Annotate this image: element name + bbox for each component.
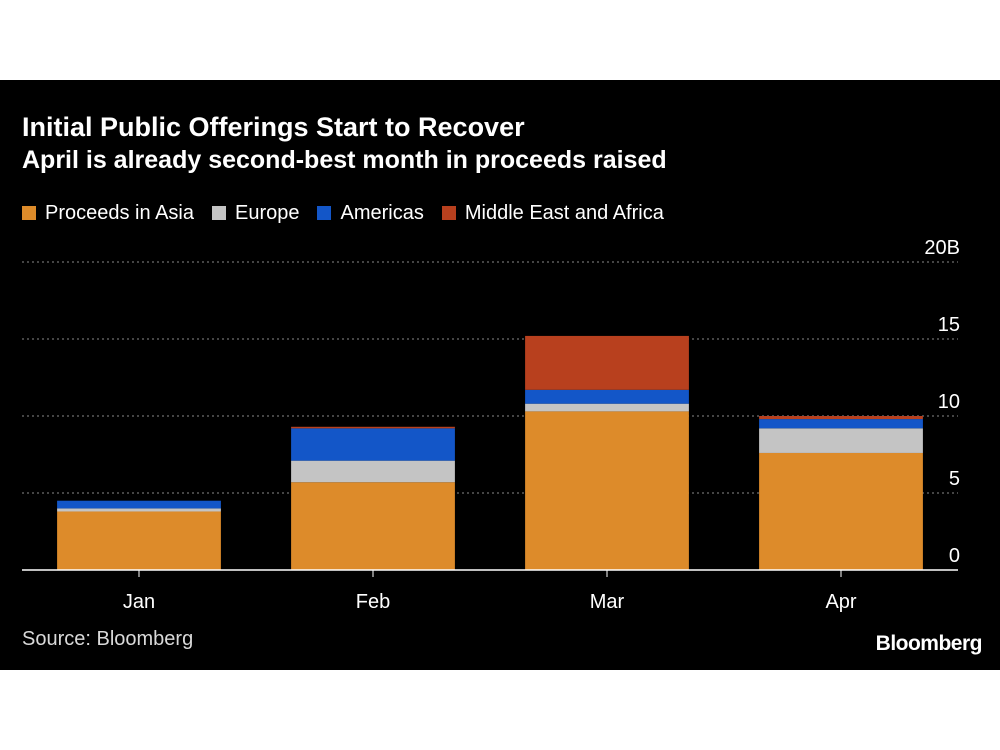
bar-segment (525, 411, 689, 570)
bar-segment (291, 428, 455, 461)
legend-swatch-asia (22, 206, 36, 220)
legend-swatch-europe (211, 206, 226, 220)
bar-segment (525, 403, 689, 412)
legend-swatch-americas (317, 206, 332, 220)
y-tick-label: 15 (938, 314, 960, 336)
bar-segment (525, 335, 689, 390)
bar-segment (57, 511, 221, 570)
legend-item-americas: Americas (317, 201, 424, 225)
bar-segment (759, 419, 923, 429)
x-tick-label: Feb (356, 591, 390, 613)
chart-title: Initial Public Offerings Start to Recove… (22, 112, 525, 142)
bar-segment (759, 416, 923, 420)
chart-subtitle: April is already second-best month in pr… (22, 146, 667, 174)
bar-segment (759, 452, 923, 570)
bar-segment (291, 460, 455, 483)
legend-label-americas: Americas (340, 201, 424, 224)
bloomberg-logo: Bloomberg (875, 632, 983, 655)
bar-segment (291, 482, 455, 570)
bar-segment (759, 428, 923, 453)
y-tick-label: 10 (938, 391, 960, 413)
legend-label-asia: Proceeds in Asia (45, 201, 194, 224)
chart-panel (0, 80, 1000, 670)
legend-label-mea: Middle East and Africa (464, 201, 664, 224)
x-tick-label: Mar (590, 591, 625, 613)
legend-label-europe: Europe (234, 201, 300, 224)
y-tick-label: 20B (924, 237, 960, 259)
x-tick-label: Apr (825, 591, 856, 613)
legend-swatch-mea (441, 206, 456, 220)
bar-segment (525, 389, 689, 404)
x-tick-label: Jan (123, 591, 155, 613)
bar-segment (291, 426, 455, 429)
legend-item-mea: Middle East and Africa (441, 201, 664, 225)
legend: Proceeds in Asia Europe Americas Middle … (22, 200, 682, 226)
source-note: Source: Bloomberg (22, 628, 194, 650)
bar-segment (57, 500, 221, 509)
y-tick-label: 0 (949, 545, 960, 567)
legend-item-asia: Proceeds in Asia (22, 202, 194, 225)
legend-item-europe: Europe (211, 201, 300, 225)
y-tick-label: 5 (949, 468, 960, 490)
bar-segment (57, 508, 221, 512)
